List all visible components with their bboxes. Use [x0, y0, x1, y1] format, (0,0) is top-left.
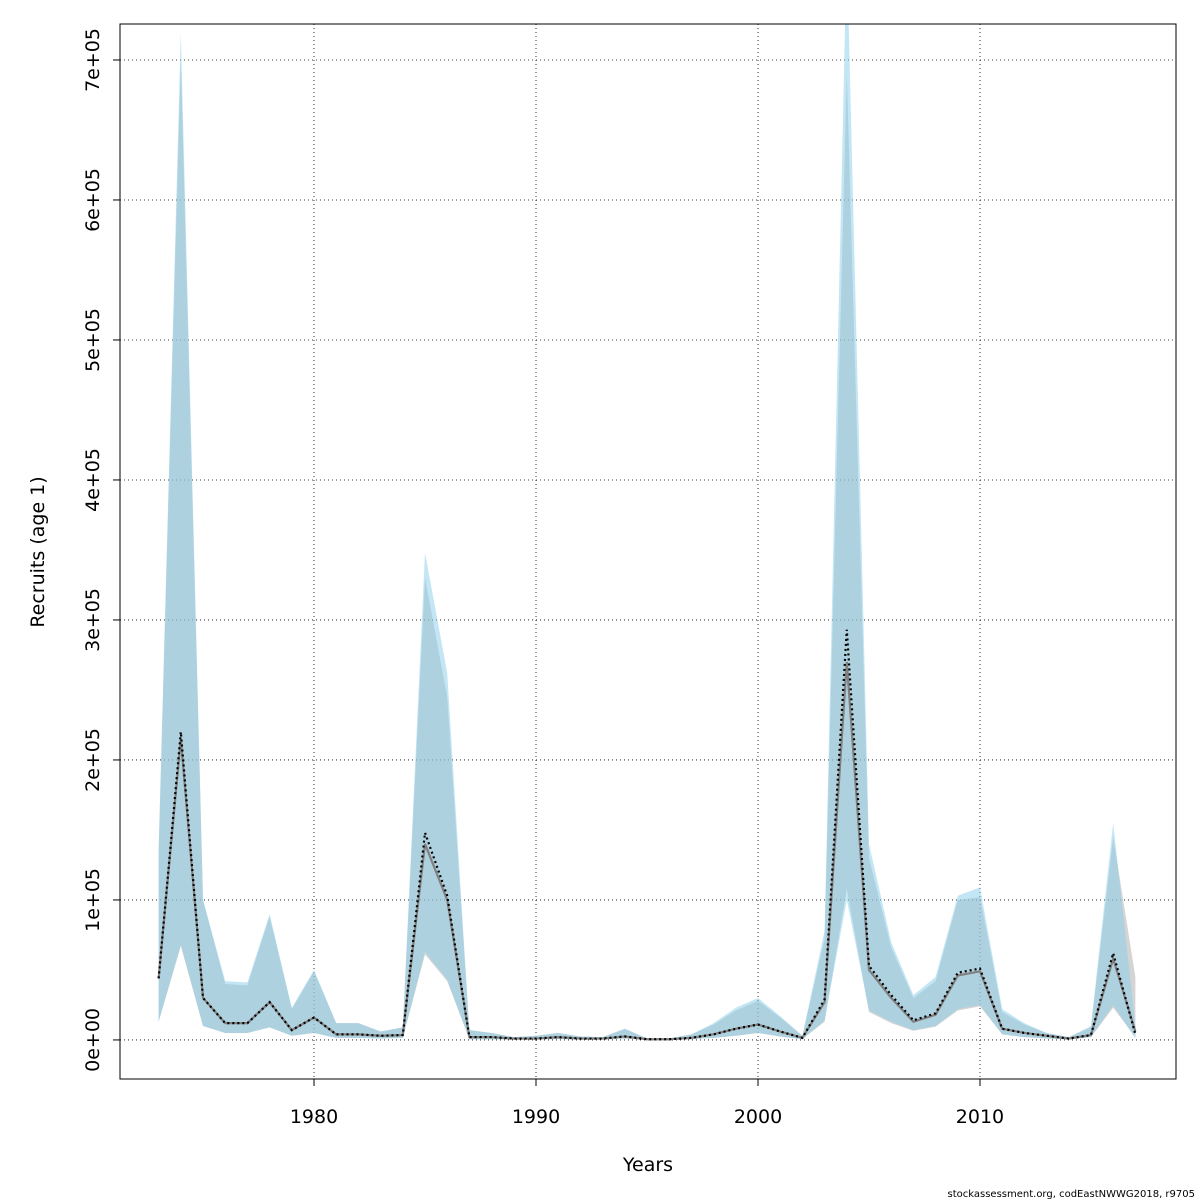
y-tick-label: 3e+05	[82, 588, 104, 652]
estimate-line	[157, 629, 1137, 1041]
x-tick-label: 2000	[734, 1106, 782, 1128]
confidence-band	[158, 24, 1136, 1040]
plot-frame	[119, 23, 1177, 1080]
y-tick-label: 5e+05	[82, 308, 104, 372]
y-tick-label: 7e+05	[82, 28, 104, 92]
y-tick-label: 1e+05	[82, 868, 104, 932]
plot-area	[157, 24, 1137, 1041]
x-tick-label: 1990	[512, 1106, 560, 1128]
y-tick-label: 2e+05	[82, 728, 104, 792]
x-tick-label: 2010	[956, 1106, 1004, 1128]
y-axis-label: Recruits (age 1)	[27, 476, 49, 627]
x-axis-label: Years	[622, 1154, 673, 1176]
confidence-band	[158, 59, 1136, 1040]
y-tick-label: 0e+00	[82, 1008, 104, 1072]
y-tick-label: 6e+05	[82, 168, 104, 232]
y-tick-label: 4e+05	[82, 448, 104, 512]
x-tick-label: 1980	[290, 1106, 338, 1128]
footer: stockassessment.org, codEastNWWG2018, r9…	[948, 1189, 1196, 1200]
